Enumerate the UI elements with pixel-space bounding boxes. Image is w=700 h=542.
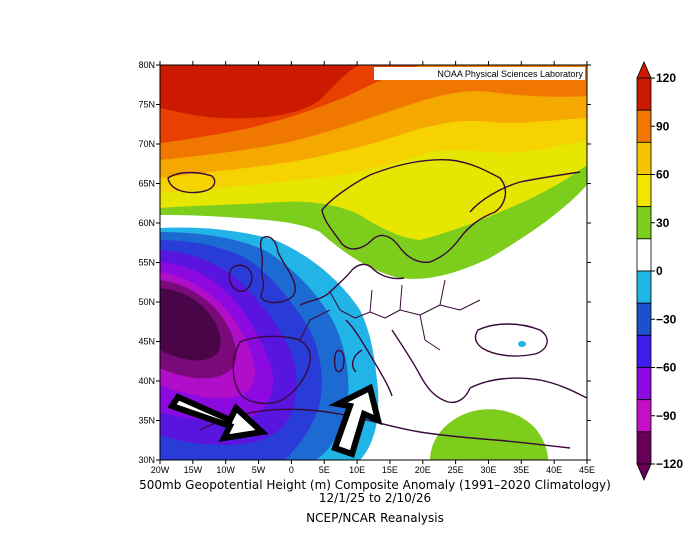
colorbar-swatch [636, 302, 652, 336]
caption-line-2: 12/1/25 to 2/10/26 [318, 491, 432, 505]
colorbar-swatch [636, 270, 652, 304]
colorbar-swatch [636, 109, 652, 143]
lon-label: 45E [579, 465, 595, 475]
lon-label: 25E [448, 465, 464, 475]
credit-box [374, 67, 585, 80]
colorbar-label: 0 [656, 264, 663, 278]
colorbar-label: −60 [656, 361, 677, 375]
colorbar-swatch [636, 77, 652, 111]
lat-label: 75N [138, 100, 155, 110]
colorbar-label: −90 [656, 409, 677, 423]
coast-finland [469, 171, 581, 213]
coastlines [167, 158, 587, 449]
anomaly-blob-southeast [430, 409, 548, 460]
coast-africa-north [199, 408, 571, 449]
caption-line-3: NCEP/NCAR Reanalysis [306, 511, 444, 525]
coast-iberia [232, 335, 312, 405]
flow-arrows [167, 383, 383, 458]
lon-label: 40E [546, 465, 562, 475]
colorbar-label: −30 [656, 312, 677, 326]
coast-iceland [167, 171, 216, 194]
lon-label: 5W [252, 465, 266, 475]
colorbar-swatch [636, 206, 652, 240]
anomaly-spot-blue [518, 341, 526, 347]
borders-central-europe [299, 279, 481, 351]
lat-label: 55N [138, 258, 155, 268]
lon-label: 20E [415, 465, 431, 475]
colorbar-swatch [636, 141, 652, 175]
lon-label: 30E [480, 465, 496, 475]
latitude-axis: 80N 75N 70N 65N 60N 55N 50N 45N 40N 35N 30N [138, 60, 591, 465]
coast-balkans [391, 329, 471, 404]
anomaly-band-neg120 [160, 288, 221, 361]
coast-scandinavia [321, 158, 507, 263]
colorbar: 120 90 60 30 0 −30 −60 −90 −120 [636, 61, 683, 481]
lon-label: 35E [513, 465, 529, 475]
colorbar-label: 60 [656, 168, 670, 182]
credit-label: NOAA Physical Sciences Laboratory [437, 69, 583, 79]
caption-line-1: 500mb Geopotential Height (m) Composite … [139, 478, 611, 492]
lat-label: 50N [138, 297, 155, 307]
lon-label: 20W [151, 465, 170, 475]
colorbar-swatch [636, 367, 652, 401]
coast-turkey [469, 377, 587, 399]
colorbar-swatch [636, 238, 652, 272]
colorbar-swatch [636, 174, 652, 208]
lon-label: 10E [349, 465, 365, 475]
colorbar-label: −120 [656, 457, 683, 471]
lat-label: 65N [138, 179, 155, 189]
colorbar-top-triangle [636, 61, 652, 79]
lon-label: 15W [184, 465, 203, 475]
coast-italy [345, 319, 393, 397]
coast-britain [259, 236, 296, 304]
lon-label: 10W [216, 465, 235, 475]
longitude-axis: 20W 15W 10W 5W 0 5E 10E 15E 20E 25E 30E 35E 40E 45E [151, 61, 595, 475]
coast-black-sea [474, 323, 548, 357]
colorbar-label: 30 [656, 216, 670, 230]
lat-label: 30N [138, 455, 155, 465]
colorbar-bottom-triangle [636, 463, 652, 481]
lat-label: 45N [138, 337, 155, 347]
coast-europe-west [299, 263, 405, 306]
arrow-northeast [328, 383, 383, 458]
lat-label: 35N [138, 416, 155, 426]
lat-label: 80N [138, 60, 155, 70]
coast-ireland [228, 264, 253, 292]
lon-label: 5E [319, 465, 330, 475]
anomaly-band-pos110 [160, 65, 360, 119]
lat-label: 60N [138, 218, 155, 228]
lon-label: 0 [289, 465, 294, 475]
colorbar-label: 120 [656, 71, 676, 85]
arrow-southeast [167, 393, 269, 442]
lat-label: 40N [138, 376, 155, 386]
lat-label: 70N [138, 139, 155, 149]
colorbar-swatch [636, 399, 652, 433]
colorbar-swatch [636, 431, 652, 465]
colorbar-swatch [636, 334, 652, 368]
lon-label: 15E [382, 465, 398, 475]
colorbar-label: 90 [656, 119, 670, 133]
coast-sardinia [333, 349, 345, 373]
